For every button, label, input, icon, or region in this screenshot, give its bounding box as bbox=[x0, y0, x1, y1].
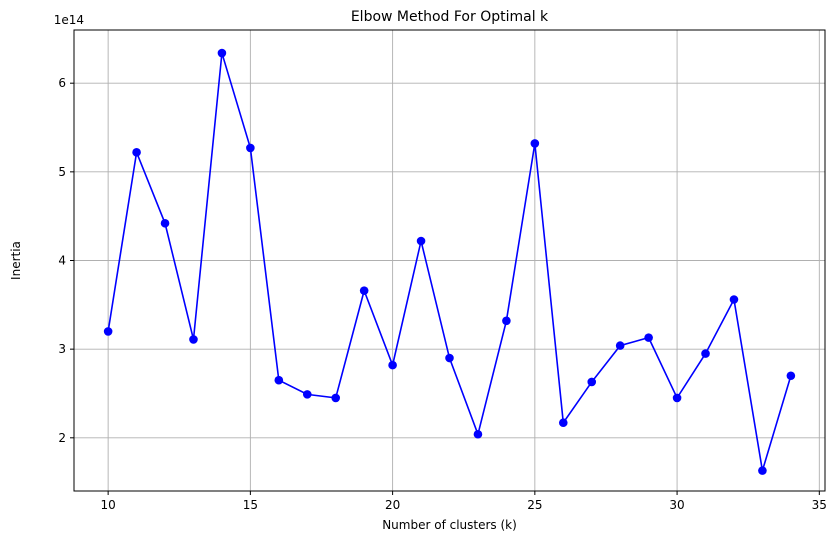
data-point bbox=[558, 418, 568, 428]
data-point bbox=[615, 341, 625, 350]
data-point bbox=[445, 353, 454, 363]
data-point bbox=[331, 393, 341, 403]
y-tick-label: 6 bbox=[58, 76, 66, 90]
data-point bbox=[473, 429, 483, 439]
x-tick-label: 30 bbox=[669, 498, 684, 512]
data-point bbox=[246, 143, 255, 153]
y-axis-label: Inertia bbox=[9, 241, 23, 280]
y-tick-label: 4 bbox=[58, 254, 66, 268]
series-line bbox=[107, 52, 792, 471]
data-point bbox=[302, 390, 312, 399]
y-tick-label: 5 bbox=[58, 165, 66, 179]
data-point bbox=[388, 360, 397, 370]
x-tick-label: 35 bbox=[812, 498, 827, 512]
chart-title: Elbow Method For Optimal k bbox=[351, 9, 549, 25]
data-point bbox=[132, 148, 141, 157]
x-tick-label: 15 bbox=[243, 498, 258, 512]
data-point bbox=[416, 236, 426, 246]
data-point bbox=[644, 333, 653, 342]
axis-ticks: 10 15 20 25 30 35 2 3 4 5 6 bbox=[58, 76, 827, 512]
y-tick-label: 3 bbox=[58, 342, 66, 356]
data-point bbox=[274, 375, 284, 385]
x-axis-label: Number of clusters (k) bbox=[382, 518, 517, 532]
series-layer bbox=[103, 48, 796, 475]
data-point bbox=[160, 218, 170, 228]
data-point bbox=[103, 327, 113, 336]
y-tick-label: 2 bbox=[58, 431, 66, 445]
grid-lines bbox=[74, 30, 825, 491]
data-point bbox=[217, 48, 227, 58]
x-tick-label: 20 bbox=[385, 498, 400, 512]
data-point bbox=[189, 335, 198, 344]
data-point bbox=[729, 295, 739, 304]
data-point bbox=[530, 139, 540, 148]
data-point bbox=[587, 377, 597, 387]
data-point bbox=[502, 316, 511, 326]
data-point bbox=[701, 349, 710, 358]
x-tick-label: 25 bbox=[527, 498, 542, 512]
data-point bbox=[672, 393, 682, 403]
data-point bbox=[758, 466, 767, 475]
data-point bbox=[786, 371, 796, 381]
x-tick-label: 10 bbox=[100, 498, 115, 512]
data-point bbox=[359, 286, 369, 295]
y-offset-label: 1e14 bbox=[54, 13, 84, 27]
